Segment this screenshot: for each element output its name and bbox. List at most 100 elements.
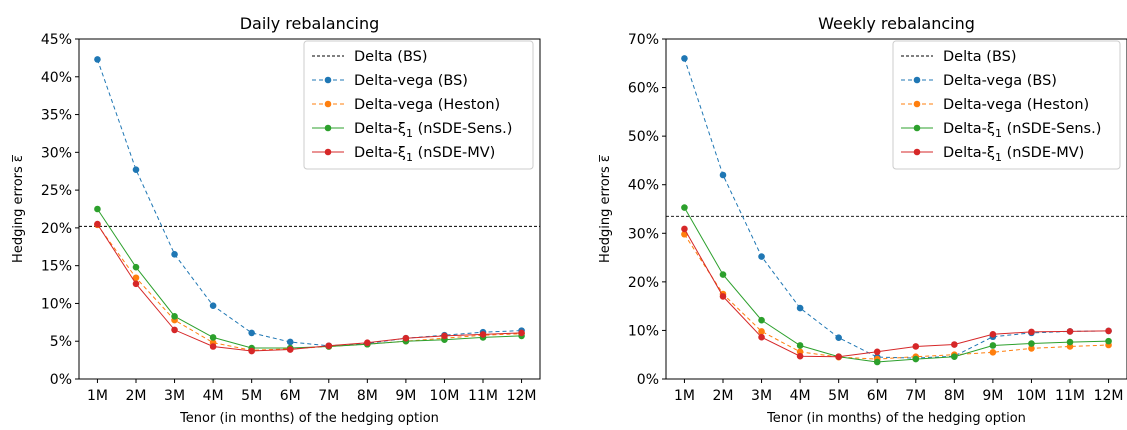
x-tick-label: 8M <box>944 388 965 404</box>
plot-frame <box>78 38 541 380</box>
data-point <box>719 271 727 278</box>
data-point <box>989 331 997 338</box>
data-point <box>94 220 101 228</box>
series-line <box>683 228 1109 358</box>
data-point <box>835 334 842 342</box>
series-line <box>683 207 1109 363</box>
data-point <box>209 343 217 350</box>
data-point <box>796 352 804 360</box>
y-tick-label: 30% <box>41 145 72 161</box>
chart-panel-1: Daily rebalancing 0% 5% 10% 15% 20% 25% 30% 35% 4… <box>11 14 541 426</box>
data-point <box>248 329 255 337</box>
data-point <box>171 251 178 258</box>
x-tick-label: 4M <box>790 388 811 404</box>
legend-label-subscript: 1 <box>995 127 1002 140</box>
legend: Delta (BS) Delta-vega (BS) Delta-vega (Hes… <box>303 40 534 170</box>
y-tick-label: 0% <box>50 372 72 388</box>
y-tick-label: 60% <box>628 81 659 97</box>
data-point <box>364 339 371 347</box>
x-tick-label: 2M <box>125 388 146 404</box>
y-tick-label: 30% <box>628 226 659 242</box>
y-tick-label: 15% <box>41 259 72 275</box>
data-point <box>1028 340 1035 347</box>
x-tick-label: 10M <box>429 388 459 404</box>
data-point <box>681 55 688 62</box>
legend-label-part: Delta-ξ <box>943 145 995 161</box>
y-tick-label: 35% <box>41 108 72 124</box>
y-tick-label: 0% <box>637 372 659 388</box>
x-axis-label: Tenor (in months) of the hedging option <box>766 411 1026 426</box>
x-tick-label: 12M <box>1094 388 1124 404</box>
data-point <box>1105 337 1112 345</box>
series-4 <box>681 204 1112 366</box>
legend-label: Delta-vega (Heston) <box>354 97 500 113</box>
x-tick-label: 2M <box>712 388 733 404</box>
data-point <box>1066 328 1074 335</box>
data-point <box>94 56 101 63</box>
legend-label-part: (nSDE-MV) <box>1002 145 1084 161</box>
x-tick-label: 11M <box>1055 388 1085 404</box>
x-tick-label: 5M <box>828 388 849 404</box>
plot-frame <box>665 38 1127 380</box>
data-point <box>518 329 525 337</box>
data-point <box>171 312 178 320</box>
legend-label-part: Delta-ξ <box>943 121 995 137</box>
y-tick-label: 70% <box>628 32 659 48</box>
y-tick-label: 20% <box>41 221 72 237</box>
legend-label: Delta (BS) <box>354 49 428 65</box>
legend-label: Delta-ξ1 (nSDE-Sens.) <box>354 121 512 140</box>
y-tick-label: 5% <box>50 334 72 350</box>
legend-label-part: Delta-ξ <box>354 121 406 137</box>
legend-swatch-marker <box>913 124 921 132</box>
y-axis-label: Hedging errors ε̅ <box>598 154 613 263</box>
chart-panel-2: Weekly rebalancing 0% 10% 20% 30% 40% 50% 60% 70… <box>598 14 1127 426</box>
data-point <box>248 347 255 355</box>
data-point <box>989 342 997 349</box>
series-5 <box>94 220 525 355</box>
x-tick-label: 1M <box>87 388 108 404</box>
data-point <box>286 338 294 346</box>
legend-label: Delta-ξ1 (nSDE-MV) <box>943 145 1084 164</box>
x-tick-label: 9M <box>982 388 1003 404</box>
x-tick-label: 7M <box>318 388 339 404</box>
y-tick-label: 40% <box>628 178 659 194</box>
legend-swatch-marker <box>324 76 332 84</box>
data-point <box>1105 327 1112 335</box>
x-tick-label: 6M <box>280 388 301 404</box>
legend-label: Delta-ξ1 (nSDE-MV) <box>354 145 495 164</box>
x-tick-label: 6M <box>867 388 888 404</box>
x-tick-label: 3M <box>751 388 772 404</box>
series-3 <box>94 221 525 354</box>
y-tick-label: 10% <box>628 323 659 339</box>
y-tick-label: 40% <box>41 70 72 86</box>
legend-label-part: (nSDE-MV) <box>413 145 495 161</box>
data-point <box>402 334 410 342</box>
data-point <box>441 332 448 340</box>
data-point <box>719 171 727 179</box>
data-point <box>479 331 487 338</box>
data-point <box>758 328 765 335</box>
series-5 <box>681 225 1112 360</box>
data-point <box>1028 345 1035 352</box>
x-tick-label: 11M <box>468 388 498 404</box>
x-tick-label: 10M <box>1016 388 1046 404</box>
legend-label-subscript: 1 <box>406 127 413 140</box>
legend: Delta (BS) Delta-vega (BS) Delta-vega (Hes… <box>892 40 1121 170</box>
legend-label-part: (nSDE-Sens.) <box>413 121 512 137</box>
legend-swatch-marker <box>324 148 332 156</box>
data-point <box>989 348 997 356</box>
data-point <box>681 204 688 211</box>
data-point <box>873 358 881 366</box>
y-tick-label: 10% <box>41 296 72 312</box>
data-point <box>1028 328 1035 336</box>
data-point <box>796 304 804 312</box>
series-line <box>96 224 522 351</box>
legend-swatch-marker <box>913 100 921 108</box>
chart-title: Daily rebalancing <box>240 14 380 33</box>
legend-label: Delta-ξ1 (nSDE-Sens.) <box>943 121 1101 140</box>
data-point <box>209 334 217 341</box>
data-point <box>951 341 958 348</box>
data-point <box>325 342 333 350</box>
legend-label-part: Delta-ξ <box>354 145 406 161</box>
